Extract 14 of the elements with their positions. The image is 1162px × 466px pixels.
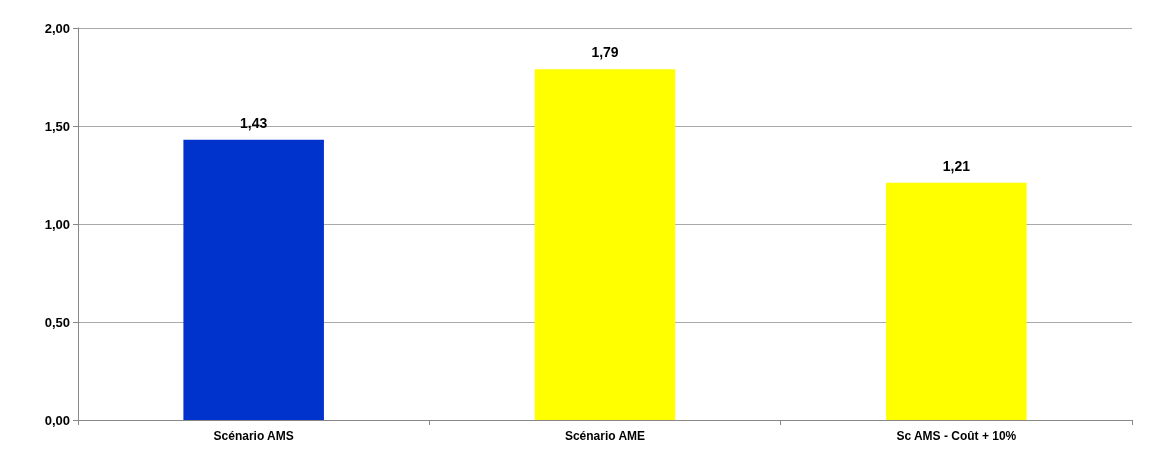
bar [183, 139, 324, 420]
y-tick-label: 1,00 [44, 216, 70, 232]
bar [534, 69, 676, 420]
x-tick-label: Sc AMS - Coût + 10% [896, 429, 1017, 443]
y-tick-label: 0,50 [44, 314, 70, 330]
x-tick-label: Scénario AME [564, 429, 646, 443]
bar [886, 182, 1027, 420]
data-label: 1,43 [240, 114, 268, 131]
x-tick-label: Scénario AMS [213, 429, 294, 443]
data-label: 1,21 [942, 157, 971, 174]
y-tick-label: 0,00 [44, 412, 70, 428]
y-tick-label: 1,50 [44, 118, 70, 134]
data-label: 1,79 [591, 44, 619, 61]
y-tick-label: 2,00 [44, 20, 70, 36]
